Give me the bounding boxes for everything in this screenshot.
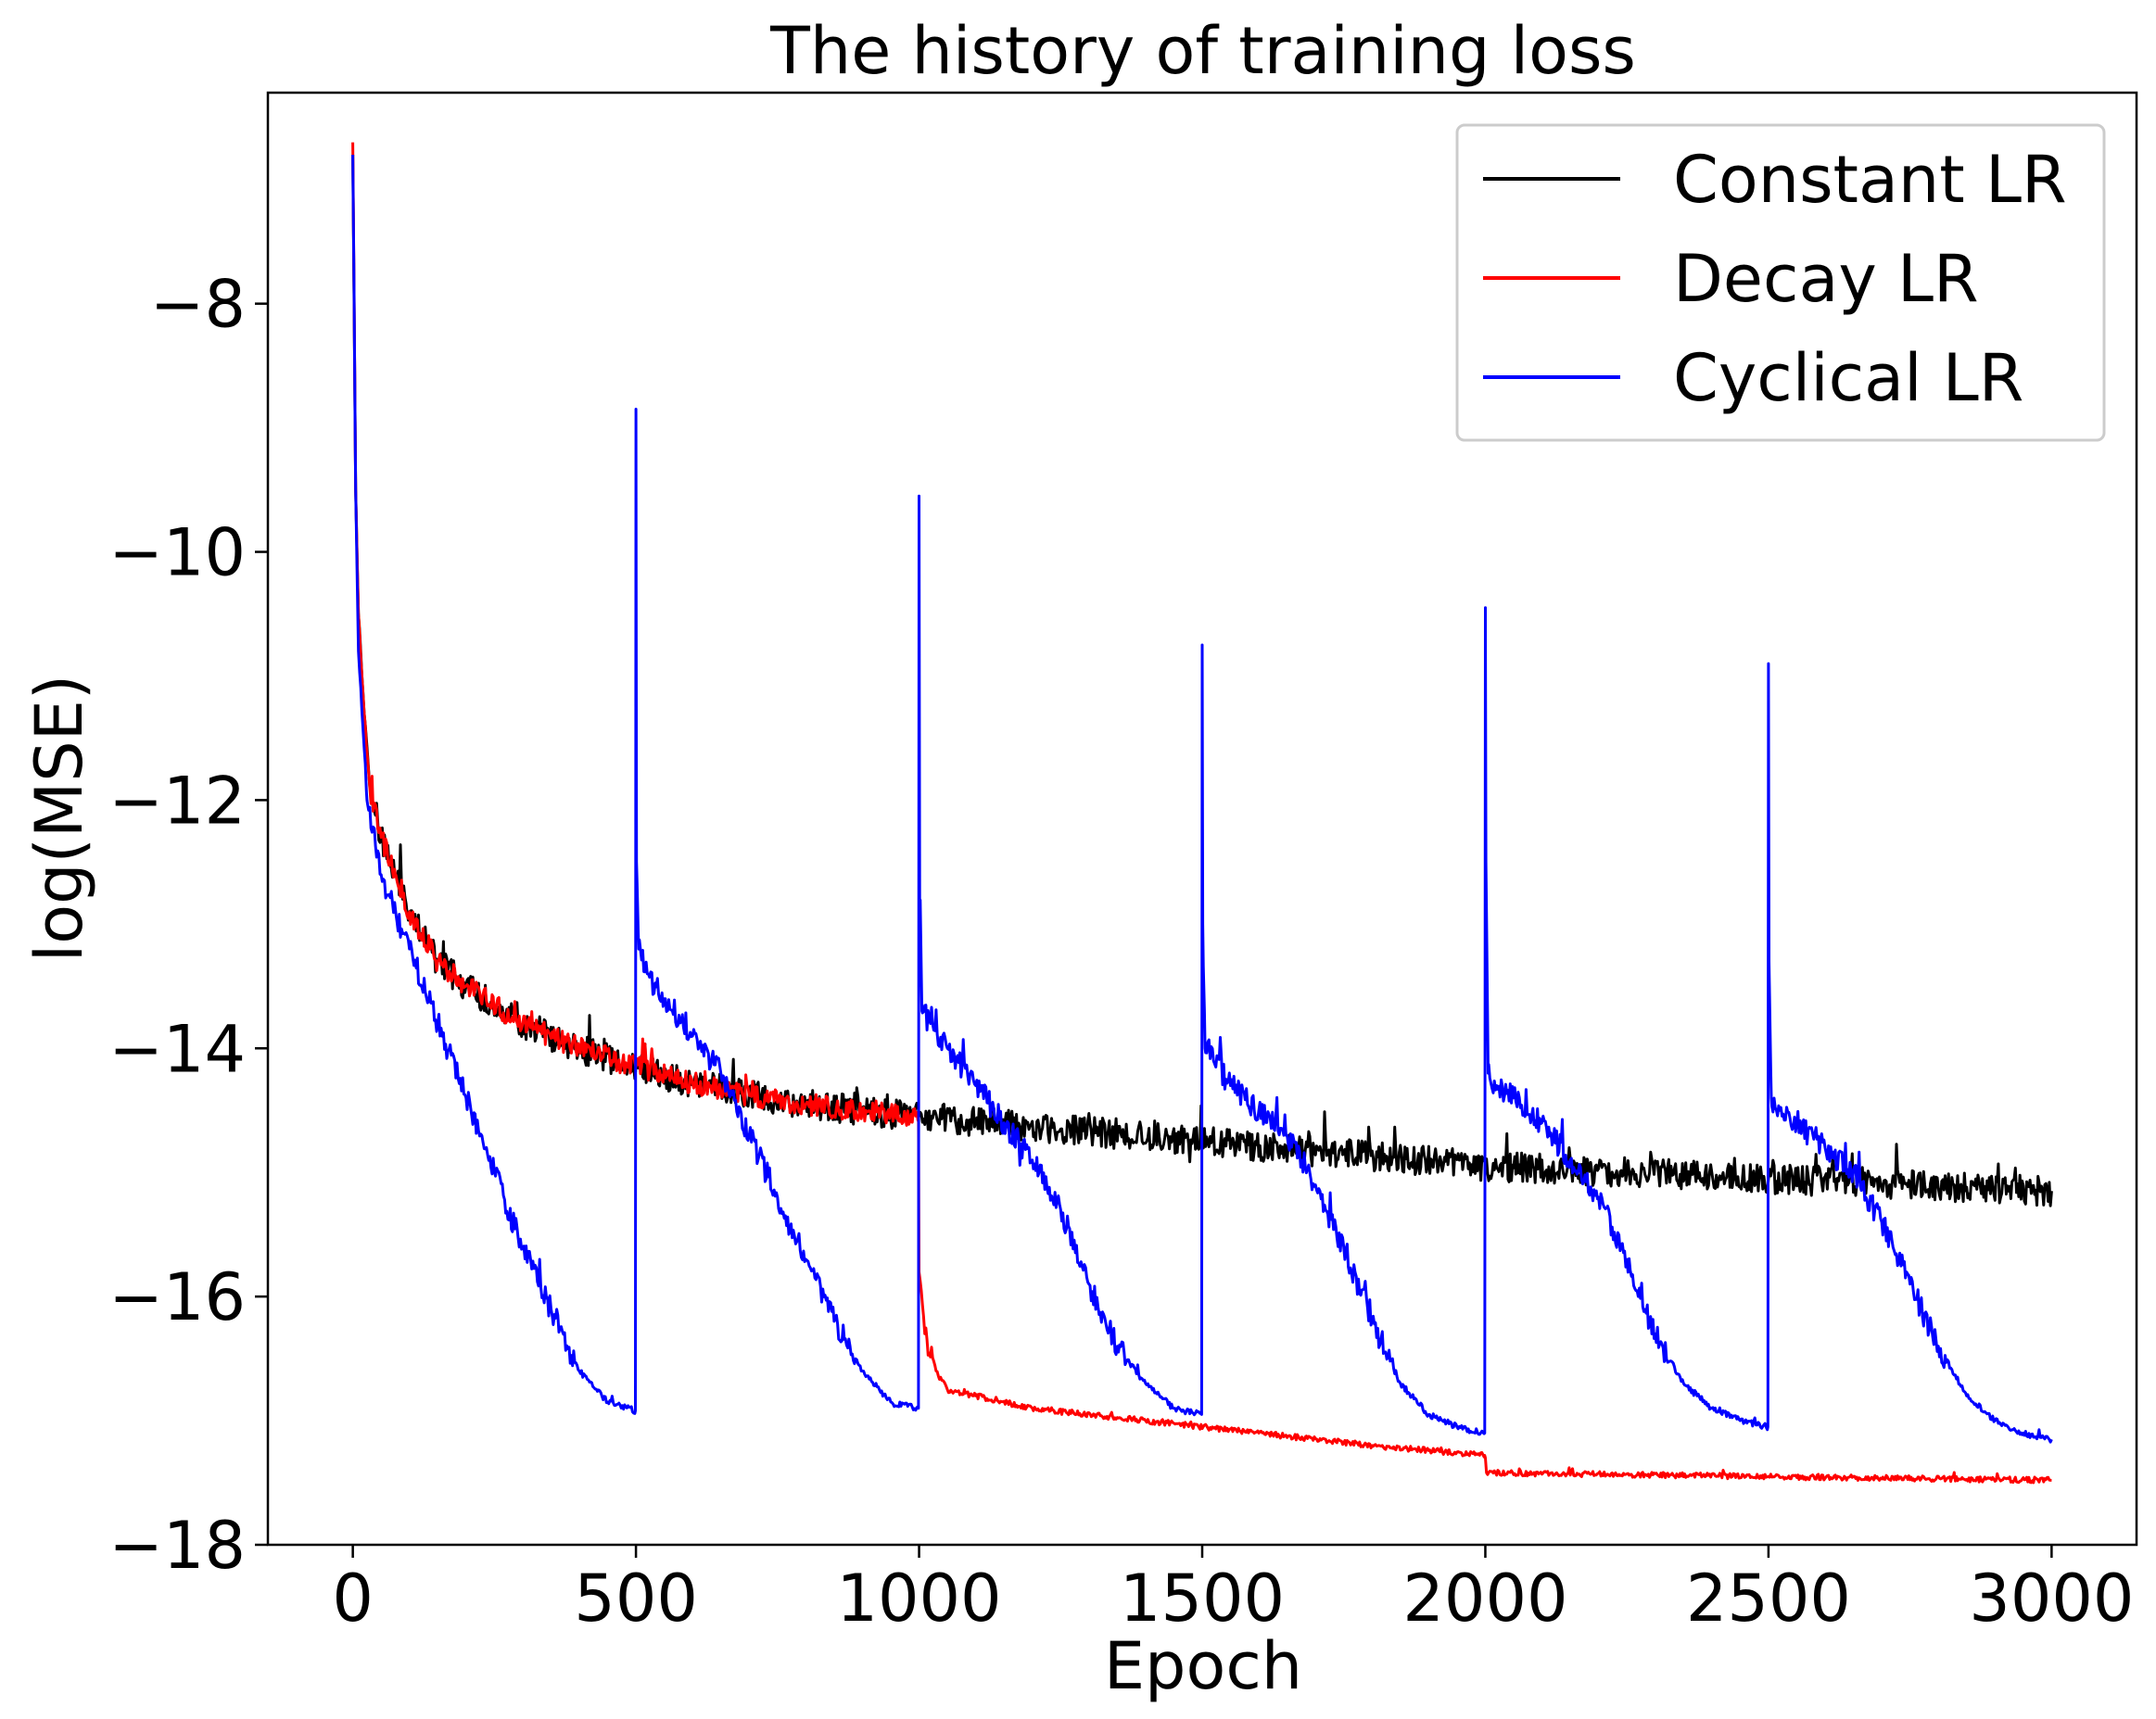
x-tick-label: 500 xyxy=(574,1561,698,1637)
y-tick-label: −14 xyxy=(108,1011,246,1087)
plot-lines xyxy=(351,142,2053,1485)
x-tick-label: 2000 xyxy=(1402,1561,1567,1637)
legend-box xyxy=(1455,123,2106,442)
x-axis-label: Epoch xyxy=(1104,1628,1302,1704)
y-axis: −18 −16 −14 −12 −10 −8 xyxy=(108,267,268,1584)
legend: Constant LR Decay LR Cyclical LR xyxy=(1455,123,2106,442)
y-tick-label: −8 xyxy=(150,267,246,343)
y-tick-label: −16 xyxy=(108,1259,246,1335)
x-tick-label: 1500 xyxy=(1120,1561,1285,1637)
x-tick-label: 2500 xyxy=(1686,1561,1851,1637)
legend-label-constant-lr: Constant LR xyxy=(1673,142,2067,218)
chart-title: The history of training loss xyxy=(769,13,1636,89)
x-axis: 0 500 1000 1500 2000 2500 3000 xyxy=(332,1545,2134,1637)
y-axis-label: log(MSE) xyxy=(21,675,97,962)
legend-label-decay-lr: Decay LR xyxy=(1673,241,1979,317)
legend-label-cyclical-lr: Cyclical LR xyxy=(1673,340,2023,416)
y-tick-label: −12 xyxy=(108,763,246,839)
series-line-cyclical-lr xyxy=(351,154,2053,1444)
x-tick-label: 1000 xyxy=(836,1561,1001,1637)
x-tick-label: 0 xyxy=(332,1561,374,1637)
y-tick-label: −18 xyxy=(108,1508,246,1584)
y-tick-label: −10 xyxy=(108,515,246,591)
x-tick-label: 3000 xyxy=(1969,1561,2134,1637)
